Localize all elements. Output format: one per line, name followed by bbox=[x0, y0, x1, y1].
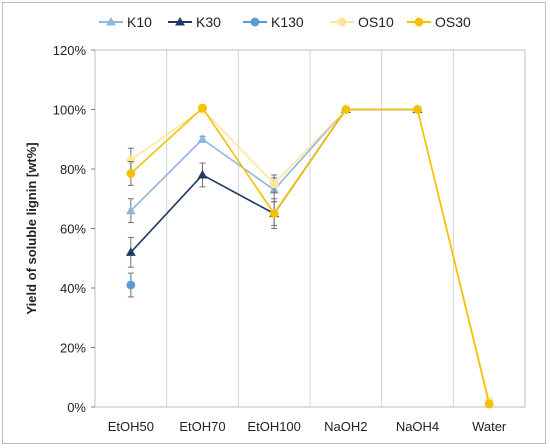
y-tick-label: 60% bbox=[60, 222, 86, 237]
series-line-segment bbox=[202, 138, 275, 191]
legend-item-k130: K130 bbox=[243, 14, 304, 30]
legend-label: K30 bbox=[196, 14, 221, 30]
grid-layer bbox=[94, 49, 526, 408]
marker-k30 bbox=[175, 16, 185, 26]
series-line-segment bbox=[273, 108, 347, 185]
marker-os30 bbox=[126, 169, 136, 178]
marker-k30 bbox=[197, 169, 208, 179]
marker-os30 bbox=[484, 399, 494, 409]
series-line-segment bbox=[416, 109, 490, 405]
series-line-segment bbox=[273, 109, 347, 215]
legend-label: OS30 bbox=[435, 14, 471, 30]
y-tick-label: 100% bbox=[53, 103, 87, 118]
series-k130 bbox=[126, 272, 136, 298]
marker-k10 bbox=[106, 16, 116, 26]
y-tick-label: 120% bbox=[53, 43, 87, 58]
line-chart: 0% 20% 40% 60% 80% 100% 120% EtOH50 EtOH70 EtOH10… bbox=[24, 14, 526, 434]
axis-layer: 0% 20% 40% 60% 80% 100% 120% EtOH50 EtOH70 EtOH10… bbox=[53, 43, 507, 434]
marker-k10 bbox=[125, 205, 136, 215]
series-os30 bbox=[126, 103, 494, 409]
marker-os30 bbox=[269, 209, 279, 219]
series-line-segment bbox=[201, 107, 275, 215]
series-line-segment bbox=[130, 174, 204, 253]
series-line-segment bbox=[130, 107, 204, 175]
marker-os30 bbox=[341, 105, 351, 114]
legend-item-k30: K30 bbox=[168, 14, 221, 30]
series-line-segment bbox=[201, 108, 275, 185]
marker-os10 bbox=[269, 179, 279, 189]
y-tick-label: 40% bbox=[60, 281, 86, 296]
x-tick-label: Water bbox=[472, 419, 507, 434]
marker-os30 bbox=[413, 105, 422, 114]
x-tick-label: EtOH100 bbox=[247, 419, 300, 434]
legend-item-os10: OS10 bbox=[330, 14, 394, 30]
marker-k30 bbox=[125, 247, 136, 256]
y-tick-label: 20% bbox=[60, 341, 86, 356]
series-layer bbox=[125, 103, 494, 409]
marker-k10 bbox=[197, 134, 208, 143]
x-tick-label: NaOH4 bbox=[396, 419, 439, 434]
marker-os30 bbox=[198, 103, 207, 113]
chart-frame: 0% 20% 40% 60% 80% 100% 120% EtOH50 EtOH70 EtOH10… bbox=[2, 2, 546, 444]
y-tick-label: 80% bbox=[60, 162, 86, 177]
y-axis-label: Yield of soluble lignin [wt%] bbox=[24, 142, 39, 314]
series-line-segment bbox=[130, 138, 204, 212]
marker-k130 bbox=[250, 17, 260, 27]
legend-layer: K10 K30 K130 OS10 OS30 bbox=[99, 14, 471, 30]
marker-os10 bbox=[337, 17, 347, 27]
marker-os30 bbox=[414, 17, 424, 27]
marker-k130 bbox=[126, 280, 136, 290]
legend-item-k10: K10 bbox=[99, 14, 152, 30]
series-line-segment bbox=[202, 174, 275, 215]
legend-label: K10 bbox=[127, 14, 152, 30]
x-tick-label: NaOH2 bbox=[324, 419, 367, 434]
legend-item-os30: OS30 bbox=[407, 14, 471, 30]
x-tick-label: EtOH50 bbox=[108, 419, 154, 434]
x-tick-label: EtOH70 bbox=[179, 419, 225, 434]
legend-label: K130 bbox=[271, 14, 304, 30]
legend-label: OS10 bbox=[358, 14, 394, 30]
y-tick-label: 0% bbox=[67, 400, 86, 415]
